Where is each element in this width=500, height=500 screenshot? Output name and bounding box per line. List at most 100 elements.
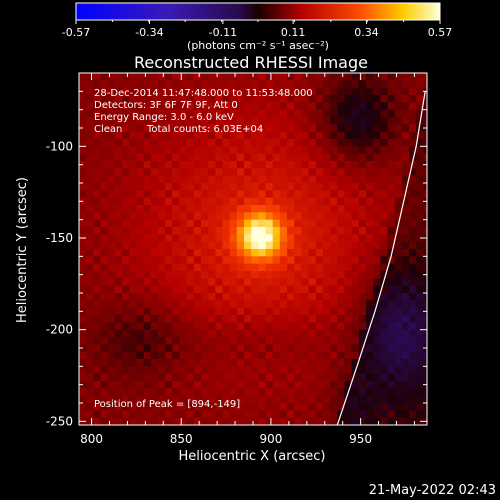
heatmap-cell [308,322,317,331]
heatmap-cell [236,80,245,89]
heatmap-cell [143,300,152,309]
heatmap-cell [122,190,130,199]
heatmap-cell [251,249,259,257]
heatmap-cell [265,175,274,184]
heatmap-cell [416,359,425,367]
heatmap-cell [129,205,138,213]
heatmap-cell [236,278,245,287]
heatmap-cell [107,315,116,323]
heatmap-cell [86,256,94,265]
heatmap-cell [165,183,173,191]
heatmap-cell [186,381,195,389]
heatmap-cell [387,102,396,111]
heatmap-cell [122,293,130,301]
heatmap-cell [200,249,209,257]
heatmap-cell [344,263,353,272]
heatmap-cell [301,168,310,177]
heatmap-cell [315,285,324,294]
heatmap-cell [143,131,152,140]
heatmap-cell [308,183,317,191]
heatmap-cell [165,344,173,353]
heatmap-cell [308,271,317,279]
heatmap-cell [157,161,166,169]
heatmap-cell [287,183,295,191]
heatmap-cell [186,146,195,155]
heatmap-cell [423,329,427,338]
heatmap-cell [136,271,145,279]
y-tick-label: -250 [46,414,73,428]
heatmap-cell [200,300,209,309]
heatmap-cell [186,337,195,345]
heatmap-cell [301,197,310,206]
heatmap-cell [265,131,274,140]
heatmap-cell [244,139,252,147]
heatmap-cell [294,381,303,389]
heatmap-cell [222,300,231,309]
heatmap-cell [165,351,173,360]
heatmap-cell [157,183,166,191]
heatmap-cell [315,329,324,338]
heatmap-cell [179,388,188,397]
heatmap-cell [244,87,252,96]
heatmap-cell [308,315,317,323]
heatmap-cell [416,102,425,111]
heatmap-cell [294,285,303,294]
heatmap-cell [200,307,209,316]
heatmap-cell [416,271,425,279]
heatmap-cell [279,146,288,155]
heatmap-cell [251,124,259,133]
heatmap-cell [179,263,188,272]
heatmap-cell [236,241,245,250]
heatmap-cell [229,168,238,177]
heatmap-cell [358,285,367,294]
heatmap-cell [373,307,381,316]
heatmap-cell [401,183,410,191]
heatmap-cell [143,227,152,235]
heatmap-cell [287,153,295,162]
heatmap-cell [308,190,317,199]
heatmap-cell [244,175,252,184]
heatmap-cell [301,329,310,338]
heatmap-cell [150,417,159,425]
heatmap-cell [251,373,259,382]
heatmap-cell [322,109,331,118]
heatmap-cell [86,175,94,184]
heatmap-cell [351,131,360,140]
heatmap-cell [409,234,417,243]
heatmap-cell [236,351,245,360]
heatmap-cell [373,80,381,89]
heatmap-cell [236,359,245,367]
heatmap-cell [330,381,338,389]
heatmap-cell [351,395,360,404]
heatmap-cell [200,168,209,177]
heatmap-cell [129,395,138,404]
heatmap-cell [279,410,288,419]
heatmap-cell [136,183,145,191]
heatmap-cell [423,278,427,287]
heatmap-cell [136,175,145,184]
heatmap-cell [272,175,281,184]
heatmap-cell [193,410,202,419]
heatmap-cell [301,227,310,235]
heatmap-cell [215,410,224,419]
heatmap-cell [279,315,288,323]
heatmap-cell [172,80,181,89]
heatmap-cell [330,403,338,411]
heatmap-cell [380,285,389,294]
heatmap-cell [93,410,102,419]
heatmap-cell [351,403,360,411]
heatmap-cell [222,263,231,272]
heatmap-cell [366,124,374,133]
heatmap-cell [100,395,109,404]
heatmap-cell [322,278,331,287]
heatmap-cell [229,95,238,103]
heatmap-cell [380,175,389,184]
heatmap-cell [79,388,87,397]
heatmap-cell [423,315,427,323]
heatmap-cell [193,139,202,147]
heatmap-cell [193,124,202,133]
heatmap-cell [308,329,317,338]
heatmap-cell [107,307,116,316]
heatmap-cell [122,168,130,177]
heatmap-cell [222,190,231,199]
